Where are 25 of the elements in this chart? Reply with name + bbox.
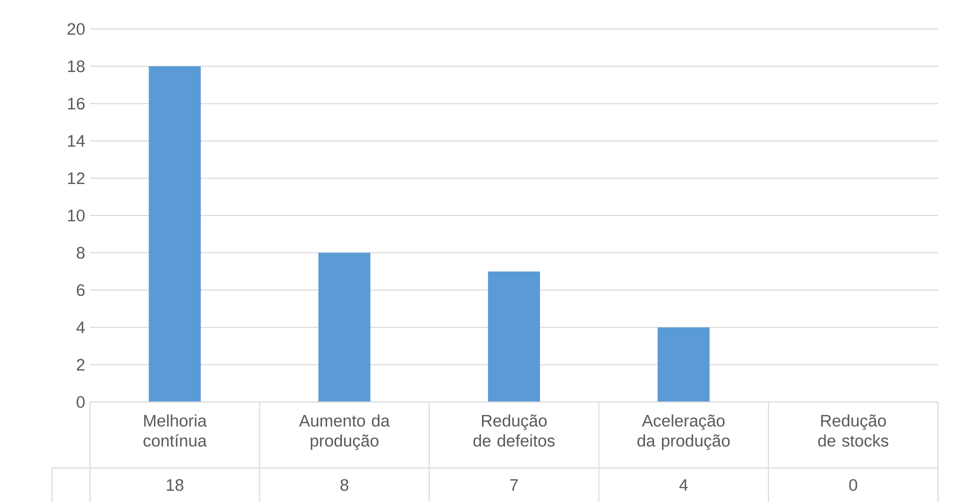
data-label: 18 <box>166 479 184 492</box>
y-tick-label: 20 <box>68 23 85 36</box>
y-tick-label: 18 <box>68 60 85 72</box>
y-tick-label: 10 <box>68 210 85 222</box>
y-tick-label: 0 <box>76 396 85 408</box>
y-tick-label: 6 <box>76 284 85 296</box>
x-tick-label: Redução de defeitos <box>473 414 555 447</box>
data-label: 8 <box>340 479 348 492</box>
x-tick-label: Melhoria contínua <box>144 414 207 447</box>
y-tick-label: 14 <box>68 135 85 147</box>
y-tick-label: 4 <box>76 322 85 334</box>
bar <box>658 328 710 402</box>
data-label: 0 <box>849 479 858 492</box>
data-label: 4 <box>679 480 688 491</box>
bar <box>488 272 540 402</box>
y-tick-label: 16 <box>68 98 85 110</box>
y-tick-label: 8 <box>76 247 85 259</box>
bar <box>318 253 370 402</box>
x-tick-label: Aceleração da produção <box>637 414 730 450</box>
data-label: 7 <box>510 480 518 491</box>
y-tick-label: 12 <box>68 172 84 184</box>
y-tick-label: 2 <box>76 359 84 371</box>
x-tick-label: Aumento da produção <box>299 414 390 450</box>
bar <box>148 66 201 402</box>
x-tick-label: Redução de stocks <box>818 414 888 447</box>
